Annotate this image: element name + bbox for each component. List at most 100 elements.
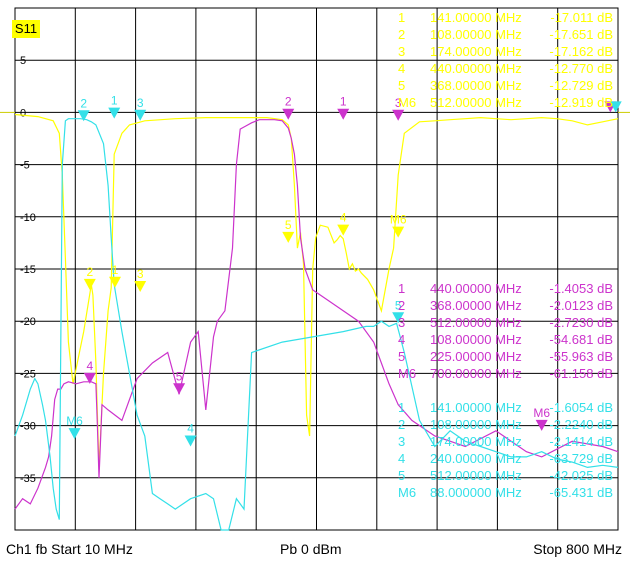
marker-triangle xyxy=(392,226,405,238)
y-tick-label: -15 xyxy=(20,264,36,276)
marker-triangle xyxy=(282,231,295,243)
marker-label: 5 xyxy=(176,369,183,383)
marker-table-value: -2.2240 dB xyxy=(549,417,613,432)
marker-table-id: 1 xyxy=(398,281,405,296)
marker-label: M6 xyxy=(390,213,407,227)
marker-label: 3 xyxy=(137,96,144,110)
marker-table-id: 2 xyxy=(398,417,405,432)
marker-triangle xyxy=(77,110,90,122)
y-tick-label: -5 xyxy=(20,160,30,172)
marker-table-freq: 174.00000 MHz xyxy=(430,44,522,59)
marker-table-value: -1.4053 dB xyxy=(549,281,613,296)
marker-table-id: 5 xyxy=(398,468,405,483)
marker-table-id: 1 xyxy=(398,400,405,415)
marker-table-value: -54.681 dB xyxy=(549,332,613,347)
traces xyxy=(14,113,619,531)
marker-triangle xyxy=(83,372,96,384)
trace-line xyxy=(14,113,619,468)
marker-triangle xyxy=(535,419,548,431)
marker-triangle xyxy=(83,278,96,290)
marker-table-id: 4 xyxy=(398,61,405,76)
marker-triangle xyxy=(173,383,186,395)
marker-table-value: -2.1414 dB xyxy=(549,434,613,449)
trace-line xyxy=(14,118,619,531)
marker-label: 4 xyxy=(187,421,194,435)
marker-table-value: -55.963 dB xyxy=(549,349,613,364)
marker-table-freq: 512.00000 MHz xyxy=(430,95,522,110)
marker-table-freq: 440.00000 MHz xyxy=(430,61,522,76)
marker-table-value: -17.011 dB xyxy=(550,10,613,25)
marker-triangle xyxy=(134,109,147,121)
marker-table-value: -2.7230 dB xyxy=(549,315,613,330)
marker-table-value: -42.025 dB xyxy=(549,468,613,483)
markers: 2 1 3 1 2 3 5 4 M6 2 1 3 4 5 M6 5 4 M6 xyxy=(66,94,622,447)
marker-table-value: -2.0123 dB xyxy=(549,298,613,313)
marker-table-freq: 225.00000 MHz xyxy=(430,349,522,364)
marker-label: 4 xyxy=(340,211,347,225)
trace-line xyxy=(14,119,619,510)
marker-table-freq: 174.00000 MHz xyxy=(430,434,522,449)
marker-label: 3 xyxy=(137,267,144,281)
marker-triangle xyxy=(337,224,350,236)
marker-triangle xyxy=(392,109,405,121)
marker-label: M6 xyxy=(533,406,550,420)
marker-label: 2 xyxy=(285,95,292,109)
marker-table-freq: 440.00000 MHz xyxy=(430,281,522,296)
marker-table-id: 4 xyxy=(398,451,405,466)
grid xyxy=(0,7,630,531)
marker-table-id: 3 xyxy=(398,44,405,59)
marker-triangle xyxy=(108,276,121,288)
marker-table-freq: 88.000000 MHz xyxy=(430,485,522,500)
y-tick-label: -35 xyxy=(20,473,36,485)
marker-triangle xyxy=(134,280,147,292)
marker-label: 5 xyxy=(395,298,402,312)
marker-label: 2 xyxy=(86,265,93,279)
marker-table-value: -1.6054 dB xyxy=(549,400,613,415)
y-tick-labels: 5 0 -5 -10 -15 -20 -25 -30 -35 xyxy=(20,55,36,485)
y-tick-label: -20 xyxy=(20,316,36,328)
marker-table-freq: 108.00000 MHz xyxy=(430,332,522,347)
y-tick-label: -10 xyxy=(20,212,36,224)
marker-table-freq: 512.00000 MHz xyxy=(430,468,522,483)
marker-label: 1 xyxy=(111,94,118,108)
marker-table-freq: 700.00000 MHz xyxy=(430,366,522,381)
marker-label: 1 xyxy=(112,263,119,277)
status-power: Pb 0 dBm xyxy=(280,541,342,557)
marker-label: M6 xyxy=(66,414,83,428)
marker-table-freq: 108.00000 MHz xyxy=(430,417,522,432)
y-tick-label: 5 xyxy=(20,55,26,67)
marker-table-value: -12.770 dB xyxy=(549,61,613,76)
marker-table-freq: 368.00000 MHz xyxy=(430,298,522,313)
marker-table-value: -12.729 dB xyxy=(549,78,613,93)
marker-label: 3 xyxy=(395,96,402,110)
marker-table-freq: 141.00000 MHz xyxy=(430,10,522,25)
marker-table-freq: 141.00000 MHz xyxy=(430,400,522,415)
marker-table-value: -63.729 dB xyxy=(549,451,613,466)
marker-label: 5 xyxy=(285,218,292,232)
marker-table-id: 4 xyxy=(398,332,405,347)
marker-table-value: -65.431 dB xyxy=(549,485,613,500)
marker-table-id: 2 xyxy=(398,27,405,42)
marker-table-id: 5 xyxy=(398,349,405,364)
marker-triangle xyxy=(184,435,197,447)
marker-label: 1 xyxy=(340,95,347,109)
status-stop: Stop 800 MHz xyxy=(533,541,622,557)
marker-triangle xyxy=(392,312,405,324)
trace-badge[interactable]: S11 xyxy=(12,20,40,38)
y-tick-label: -25 xyxy=(20,368,36,380)
marker-table-id: 1 xyxy=(398,10,405,25)
marker-table-freq: 512.00000 MHz xyxy=(430,315,522,330)
marker-table-id: 3 xyxy=(398,315,405,330)
marker-table-freq: 240.00000 MHz xyxy=(430,451,522,466)
marker-triangle xyxy=(609,101,622,113)
marker-table-id: M6 xyxy=(398,95,416,110)
marker-table-freq: 368.00000 MHz xyxy=(430,78,522,93)
marker-label: 2 xyxy=(80,96,87,110)
marker-label: 4 xyxy=(86,359,93,373)
marker-table-id: 3 xyxy=(398,434,405,449)
marker-table-id: M6 xyxy=(398,366,416,381)
marker-triangle xyxy=(68,428,81,440)
marker-table-value: -61.158 dB xyxy=(549,366,613,381)
y-tick-label: -30 xyxy=(20,421,36,433)
